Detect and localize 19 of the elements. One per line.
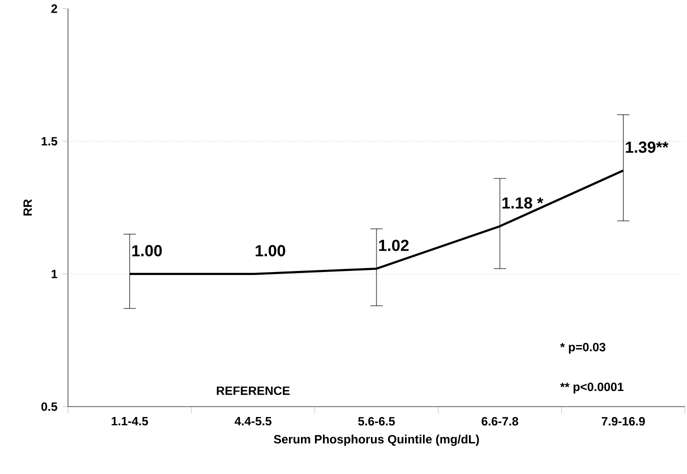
data-label: 1.02 — [379, 240, 409, 252]
y-tick-label: 1.5 — [42, 137, 58, 146]
data-label: 1.00 — [256, 245, 286, 257]
x-tick-label: 7.9-16.9 — [602, 417, 645, 426]
x-axis-title: Serum Phosphorus Quintile (mg/dL) — [274, 434, 479, 446]
data-label: 1.18 * — [502, 197, 544, 209]
y-tick-label: 0.5 — [41, 402, 58, 412]
annotation: REFERENCE — [216, 386, 290, 396]
annotation: * p=0.03 — [560, 343, 606, 354]
data-label: 1.39** — [626, 142, 668, 154]
annotation: ** p<0.0001 — [560, 382, 624, 394]
y-axis-title: RR — [24, 199, 32, 216]
y-tick-label: 1 — [52, 270, 58, 278]
x-tick-label: 6.6-7.8 — [482, 417, 518, 426]
x-tick-label: 4.4-5.5 — [234, 417, 272, 426]
y-tick-label: 2 — [51, 4, 58, 14]
x-tick-label: 5.6-6.5 — [358, 417, 395, 426]
data-label: 1.00 — [132, 245, 162, 257]
x-tick-label: 1.1-4.5 — [112, 417, 148, 426]
